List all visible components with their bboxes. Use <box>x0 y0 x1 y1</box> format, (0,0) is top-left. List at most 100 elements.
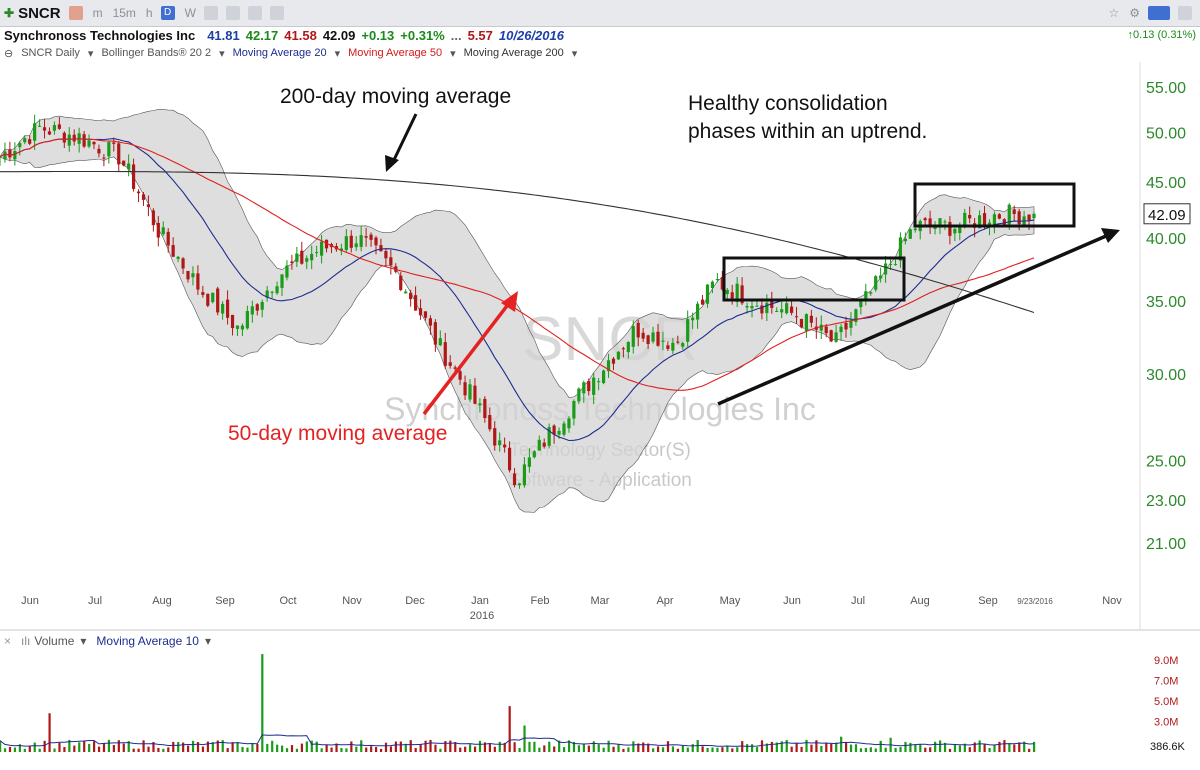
y-tick-label: 35.00 <box>1146 294 1186 311</box>
volume-bar <box>736 747 739 752</box>
dropdown-icon[interactable]: ▾ <box>87 47 94 60</box>
volume-bar <box>661 747 665 752</box>
candle-body <box>789 306 794 313</box>
pencil-icon[interactable] <box>269 6 284 20</box>
person-icon[interactable] <box>1148 6 1170 20</box>
volume-bar <box>518 747 521 752</box>
candle-body <box>151 210 155 226</box>
candle-body <box>750 305 754 309</box>
x-tick-label: Dec <box>405 595 425 607</box>
volume-bar <box>8 746 12 752</box>
candle-body <box>305 258 309 262</box>
dropdown-icon[interactable]: ▾ <box>450 47 456 60</box>
indicator-ma10[interactable]: Moving Average 10 <box>96 634 199 648</box>
table-icon[interactable] <box>225 6 240 20</box>
x-tick-label: May <box>720 595 741 607</box>
volume-bar <box>107 739 111 752</box>
interval-d[interactable]: D <box>160 6 175 20</box>
star-icon[interactable]: ☆ <box>1108 6 1120 20</box>
volume-bar <box>365 747 368 752</box>
dropdown-icon[interactable]: ▾ <box>219 47 225 60</box>
volume-bar <box>770 741 773 752</box>
volume-bar <box>434 744 437 752</box>
volume-bar <box>53 748 56 752</box>
candle-body <box>735 283 739 302</box>
candle-body <box>57 124 61 129</box>
volume-bar <box>370 746 373 752</box>
volume-bar <box>587 745 590 752</box>
settings-icon[interactable]: ⚙ <box>1129 6 1140 20</box>
indicator-ma50[interactable]: Moving Average 50 <box>348 47 443 59</box>
collapse-icon[interactable]: ⊖ <box>4 47 14 60</box>
interval-15m[interactable]: 15m <box>112 6 136 20</box>
compare-icon[interactable] <box>68 6 83 20</box>
volume-bar <box>939 740 942 752</box>
volume-bar <box>1028 748 1031 752</box>
volume-bar <box>300 743 303 752</box>
volume-bar <box>993 744 996 752</box>
volume-bar <box>330 747 333 752</box>
annotation-ma200: 200-day moving average <box>280 85 511 172</box>
consolidation-box-2 <box>913 182 1076 228</box>
x-tick-label: Jun <box>21 595 39 607</box>
interval-h[interactable]: h <box>145 6 153 20</box>
indicator-volume[interactable]: Volume <box>34 634 75 648</box>
candle-body <box>908 229 912 239</box>
dropdown-icon[interactable]: ▾ <box>204 634 211 648</box>
volume-bar <box>676 748 679 752</box>
dropdown-icon[interactable]: ▾ <box>80 634 87 648</box>
candle-body <box>562 423 566 435</box>
x-tick-label: Aug <box>152 595 172 607</box>
candle-body <box>225 299 230 318</box>
candle-body <box>691 317 695 321</box>
candle-body <box>725 289 729 295</box>
indicator-main[interactable]: SNCR Daily <box>21 47 80 59</box>
candle-body <box>681 343 685 347</box>
close-pane-icon[interactable]: × <box>4 634 12 648</box>
draw-icon[interactable] <box>247 6 262 20</box>
volume-bar <box>958 745 961 752</box>
candle-body <box>82 134 86 147</box>
candle-body <box>572 401 576 419</box>
volume-bar <box>345 748 348 752</box>
grid-icon[interactable] <box>203 6 218 20</box>
volume-bar <box>23 748 26 752</box>
chat-icon[interactable] <box>1178 6 1192 20</box>
candle-body <box>295 253 299 262</box>
volume-bar <box>642 742 645 752</box>
interval-w[interactable]: W <box>184 6 196 20</box>
candle-body <box>453 367 457 369</box>
symbol-input[interactable]: SNCR <box>18 4 61 22</box>
volume-bar <box>211 742 214 752</box>
candle-body <box>869 292 873 294</box>
dropdown-icon[interactable]: ▾ <box>334 47 341 60</box>
dropdown-icon[interactable]: ▾ <box>571 47 578 60</box>
volume-bar <box>18 744 21 752</box>
volume-bar <box>216 740 219 752</box>
candle-body <box>661 340 665 342</box>
candle-body <box>512 473 517 486</box>
candle-body <box>839 326 843 333</box>
candle-body <box>97 148 101 154</box>
annotation-consolidation: Healthy consolidation phases within an u… <box>688 92 1120 406</box>
candle-body <box>379 245 383 252</box>
interval-1m[interactable]: m <box>92 6 103 20</box>
indicator-ma20[interactable]: Moving Average 20 <box>232 47 327 59</box>
add-icon[interactable]: ✚ <box>4 6 15 20</box>
volume-bar <box>206 741 209 752</box>
candle-body <box>785 303 789 314</box>
indicator-bb[interactable]: Bollinger Bands® 20 2 <box>101 47 212 59</box>
candle-body <box>582 382 586 394</box>
candle-body <box>250 306 254 315</box>
candle-body <box>112 142 116 144</box>
volume-bar <box>1033 741 1036 752</box>
volume-last-label: 386.6K <box>1150 741 1186 753</box>
indicator-ma200[interactable]: Moving Average 200 <box>463 47 564 59</box>
candle-body <box>211 292 215 303</box>
volume-bar <box>597 744 600 752</box>
x-tick-label: Feb <box>531 595 550 607</box>
volume-bar <box>449 740 452 752</box>
y-tick-label: 30.00 <box>1146 367 1186 384</box>
volume-bar <box>983 744 986 752</box>
